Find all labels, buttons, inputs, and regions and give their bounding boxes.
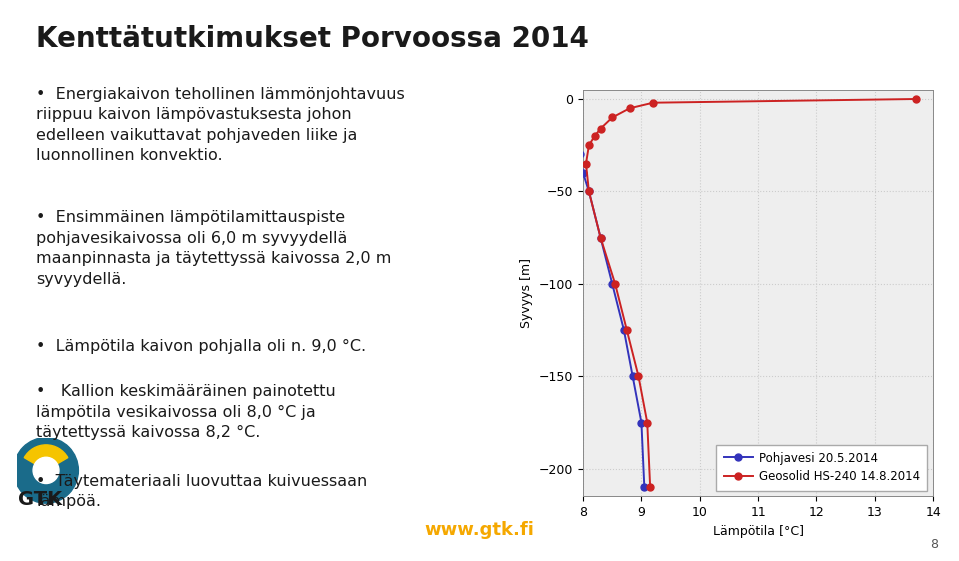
Geosolid HS-240 14.8.2014 (606, 114, 618, 121)
Text: •   Kallion keskimääräinen painotettu
lämpötila vesikaivossa oli 8,0 °C ja
täyte: • Kallion keskimääräinen painotettu lämp… (36, 384, 337, 440)
Pohjavesi 20.5.2014 (561, 95, 573, 102)
Geosolid HS-240 14.8.2014 (583, 142, 595, 149)
Pohjavesi 20.5.2014 (627, 373, 639, 380)
Y-axis label: Syvyys [m]: Syvyys [m] (521, 258, 533, 328)
Text: •  Lämpötila kaivon pohjalla oli n. 9,0 °C.: • Lämpötila kaivon pohjalla oli n. 9,0 °… (36, 339, 366, 355)
Geosolid HS-240 14.8.2014 (621, 327, 633, 333)
Geosolid HS-240 14.8.2014 (595, 234, 606, 241)
Pohjavesi 20.5.2014 (639, 484, 650, 491)
Geosolid HS-240 14.8.2014 (595, 125, 606, 132)
Pohjavesi 20.5.2014 (561, 107, 573, 113)
Text: Kenttätutkimukset Porvoossa 2014: Kenttätutkimukset Porvoossa 2014 (36, 25, 590, 53)
Text: 8: 8 (930, 538, 938, 551)
Geosolid HS-240 14.8.2014 (624, 105, 636, 112)
Text: www.gtk.fi: www.gtk.fi (425, 521, 534, 539)
Pohjavesi 20.5.2014 (619, 327, 630, 333)
Pohjavesi 20.5.2014 (636, 419, 647, 426)
Circle shape (13, 438, 79, 503)
Line: Pohjavesi 20.5.2014: Pohjavesi 20.5.2014 (563, 95, 647, 491)
Pohjavesi 20.5.2014 (574, 151, 586, 158)
X-axis label: Lämpötila [°C]: Lämpötila [°C] (713, 525, 804, 538)
Pohjavesi 20.5.2014 (565, 125, 576, 132)
Pohjavesi 20.5.2014 (583, 188, 595, 195)
Pohjavesi 20.5.2014 (563, 114, 574, 121)
Geosolid HS-240 14.8.2014 (642, 419, 653, 426)
Pohjavesi 20.5.2014 (606, 280, 618, 287)
Pohjavesi 20.5.2014 (573, 142, 584, 149)
Pohjavesi 20.5.2014 (569, 132, 580, 139)
Text: •  Täytemateriaali luovuttaa kuivuessaan
lämpöä.: • Täytemateriaali luovuttaa kuivuessaan … (36, 474, 367, 509)
Wedge shape (24, 445, 68, 470)
Text: •  Energiakaivon tehollinen lämmönjohtavuus
riippuu kaivon lämpövastuksesta joho: • Energiakaivon tehollinen lämmönjohtavu… (36, 87, 406, 163)
Geosolid HS-240 14.8.2014 (910, 95, 922, 102)
Line: Geosolid HS-240 14.8.2014: Geosolid HS-240 14.8.2014 (582, 95, 919, 491)
Pohjavesi 20.5.2014 (577, 169, 589, 176)
Geosolid HS-240 14.8.2014 (589, 132, 600, 139)
Pohjavesi 20.5.2014 (595, 234, 606, 241)
Geosolid HS-240 14.8.2014 (609, 280, 620, 287)
Legend: Pohjavesi 20.5.2014, Geosolid HS-240 14.8.2014: Pohjavesi 20.5.2014, Geosolid HS-240 14.… (716, 444, 927, 490)
Geosolid HS-240 14.8.2014 (580, 160, 592, 167)
Geosolid HS-240 14.8.2014 (633, 373, 644, 380)
Geosolid HS-240 14.8.2014 (644, 484, 656, 491)
Text: GTK: GTK (18, 490, 62, 509)
Circle shape (33, 457, 59, 484)
Geosolid HS-240 14.8.2014 (583, 188, 595, 195)
Geosolid HS-240 14.8.2014 (647, 99, 659, 106)
Text: •  Ensimmäinen lämpötilamittauspiste
pohjavesikaivossa oli 6,0 m syvyydellä
maan: • Ensimmäinen lämpötilamittauspiste pohj… (36, 210, 392, 287)
